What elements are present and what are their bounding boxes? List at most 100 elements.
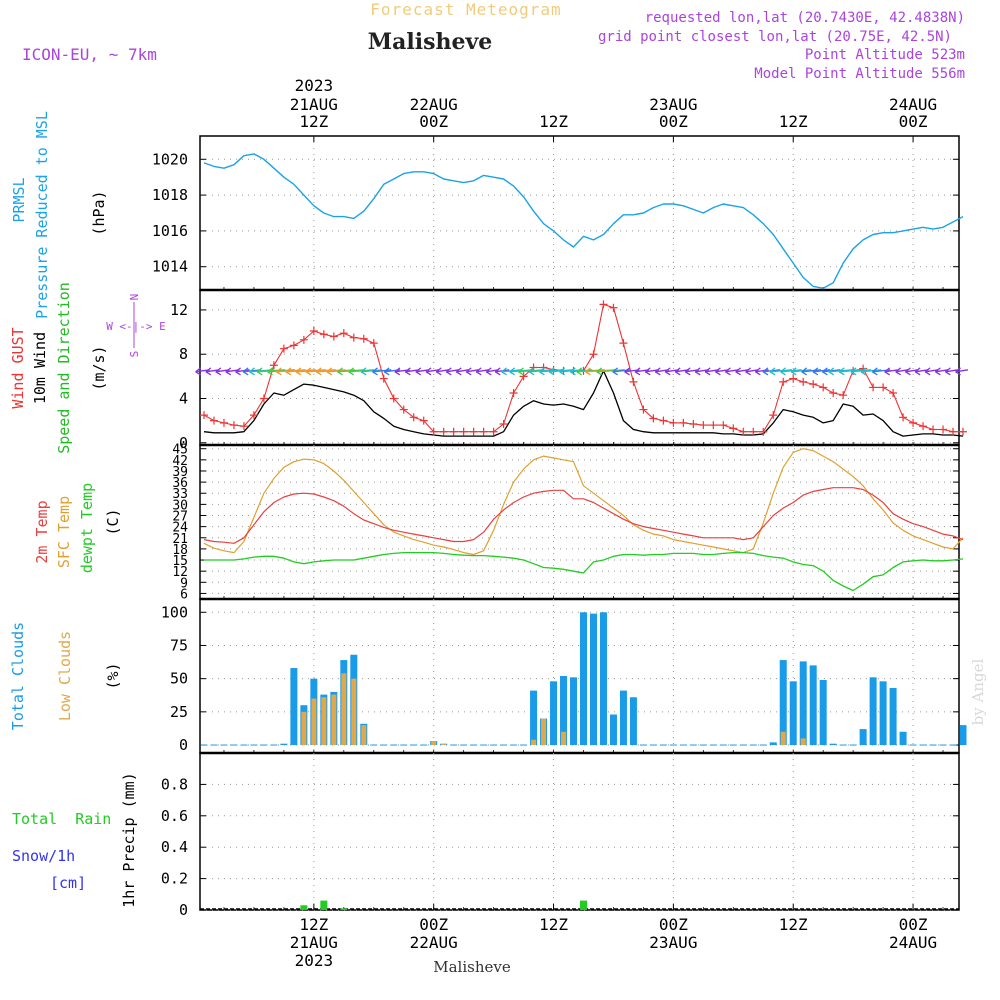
top-axis-label: 00Z (899, 112, 928, 131)
wind-gust-marker (759, 427, 768, 436)
wind-gust-marker (229, 421, 238, 430)
wind-direction-arrow (860, 367, 882, 376)
header-subtitle: Forecast Meteogram (370, 0, 561, 19)
wind-direction-arrow (235, 367, 250, 376)
wind-direction-arrow (955, 367, 969, 376)
total-cloud-bar (789, 681, 797, 746)
wind-direction-arrow (724, 367, 739, 376)
pressure-label-prmsl: PRMSL (10, 177, 28, 222)
low-cloud-bar (341, 673, 347, 746)
y-tick-label: 24 (172, 521, 188, 536)
compass-we: W <-|-> E (106, 320, 166, 333)
compass-s: S (128, 351, 141, 358)
y-tick-label: 1020 (152, 150, 188, 168)
total-cloud-bar (280, 743, 288, 746)
panel-frame-0 (199, 135, 960, 291)
wind-direction-arrow (256, 367, 286, 376)
temp-sfc-label: SFC Temp (55, 496, 73, 568)
wind-gust-marker (449, 427, 458, 436)
wind-direction-arrow (884, 367, 899, 376)
pressure-label-msl: Pressure Reduced to MSL (33, 111, 51, 319)
wind-gust-marker (479, 427, 488, 436)
total-cloud-bar (779, 660, 787, 746)
wind-speed-line (203, 370, 964, 437)
wind-gust-marker (279, 344, 288, 353)
wind-direction-arrow (455, 367, 469, 376)
wind-direction-arrow (425, 367, 439, 376)
temp-dew-label: dewpt Temp (78, 483, 96, 573)
wind-gust-marker (589, 350, 598, 359)
cloud-unit: (%) (104, 662, 122, 689)
total-cloud-bar (799, 661, 807, 746)
low-cloud-bar (431, 741, 437, 746)
bottom-axis-label: 12Z (299, 915, 328, 934)
low-cloud-bar (321, 697, 327, 746)
wind-gust-marker (819, 383, 828, 392)
wind-gust-marker (619, 339, 628, 348)
bottom-axis-label: 00Z (419, 915, 448, 934)
bottom-axis-label: 00Z (899, 915, 928, 934)
wind-gust-marker (709, 421, 718, 430)
wind-gust-marker (369, 339, 378, 348)
wind-direction-arrow (780, 367, 802, 376)
total-cloud-bar (290, 668, 298, 746)
wind-gust-marker (269, 361, 278, 370)
wind-gust-marker (679, 418, 688, 427)
total-cloud-bar (609, 714, 617, 746)
wind-gust-marker (919, 422, 928, 431)
wind-unit: (m/s) (90, 345, 108, 390)
panel-frame-1 (199, 289, 960, 446)
wind-direction-arrow (838, 367, 863, 376)
wind-gust-marker (599, 300, 608, 309)
wind-gust-marker (689, 419, 698, 428)
wind-direction-arrow (914, 367, 929, 376)
wind-direction-arrow (305, 367, 336, 376)
wind-direction-arrow (445, 367, 459, 376)
temp-series (203, 448, 964, 592)
low-cloud-bar (561, 731, 567, 746)
y-tick-label: 0 (179, 736, 188, 754)
y-tick-label: 0.4 (161, 838, 188, 856)
y-tick-label: 0 (179, 434, 188, 452)
low-cloud-bar (531, 739, 537, 746)
wind-gust-marker (829, 388, 838, 397)
y-tick-label: 1018 (152, 186, 188, 204)
top-axis-label: 22AUG (410, 95, 458, 114)
wind-gust-marker (729, 424, 738, 433)
wind-direction-arrow (267, 367, 295, 376)
top-axis-label: 24AUG (889, 95, 937, 114)
wind-gust-marker (669, 418, 678, 427)
wind-direction-arrow (714, 367, 729, 376)
y-tick-label: 25 (170, 703, 188, 721)
total-cloud-bar (879, 681, 887, 746)
wind-gust-marker (239, 422, 248, 431)
wind-gust-marker (469, 427, 478, 436)
precip-unit: 1hr Precip (mm) (120, 772, 138, 907)
wind-direction-arrow (315, 367, 346, 376)
wind-gust-label: Wind GUST (9, 327, 27, 408)
header-model-altitude: Model Point Altitude 556m (754, 66, 965, 82)
y-tick-label: 9 (180, 576, 188, 591)
rain-bar (340, 908, 348, 910)
bottom-axis-label: 00Z (659, 915, 688, 934)
wind-gust-marker (409, 413, 418, 422)
wind-10m-label: 10m Wind (31, 332, 49, 404)
wind-gust-marker (609, 303, 618, 312)
wind-gust-marker (629, 377, 638, 386)
y-tick-label: 4 (179, 390, 188, 408)
y-tick-label: 0.2 (161, 870, 188, 888)
top-axis-label: 12Z (779, 112, 808, 131)
wind-direction-arrow (934, 367, 949, 376)
low-cloud-bar (800, 738, 806, 746)
wind-labels: Wind GUST 10m Wind Speed and Direction (… (9, 282, 166, 454)
y-tick-label: 50 (170, 670, 188, 688)
dewpoint-line (204, 551, 964, 592)
wind-direction-arrow (924, 367, 939, 376)
total-cloud-bar (869, 677, 877, 746)
wind-gust-marker (719, 421, 728, 430)
y-tick-label: 100 (161, 603, 188, 621)
rain-bar (580, 900, 587, 910)
